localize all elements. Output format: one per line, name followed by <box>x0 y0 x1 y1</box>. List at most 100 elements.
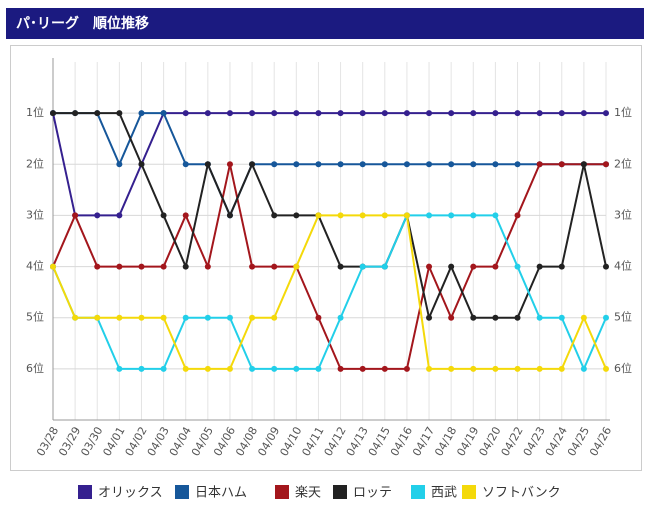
point <box>426 110 433 117</box>
point <box>603 314 609 321</box>
point <box>204 365 211 372</box>
point <box>249 263 256 270</box>
point <box>426 161 433 168</box>
point <box>514 161 521 168</box>
point <box>315 110 322 117</box>
point <box>536 110 543 117</box>
point <box>72 314 79 321</box>
point <box>271 110 278 117</box>
point <box>138 314 145 321</box>
point <box>470 161 477 168</box>
point <box>182 263 189 270</box>
point <box>470 212 477 219</box>
x-tick-label: 04/26 <box>587 425 614 459</box>
point <box>50 263 56 270</box>
point <box>249 365 256 372</box>
point <box>337 314 344 321</box>
point <box>116 161 123 168</box>
point <box>271 365 278 372</box>
point <box>249 161 256 168</box>
legend-label: 楽天 <box>295 485 321 501</box>
point <box>182 161 189 168</box>
point <box>426 314 433 321</box>
y-tick-label-right: 4位 <box>614 259 632 273</box>
series-line <box>53 112 606 218</box>
point <box>182 110 189 117</box>
point <box>580 110 587 117</box>
point <box>315 314 322 321</box>
point <box>448 110 455 117</box>
legend-label: ソフトバンク <box>482 486 561 501</box>
y-tick-label-right: 3位 <box>614 207 632 221</box>
point <box>359 110 366 117</box>
point <box>381 161 388 168</box>
point <box>204 314 211 321</box>
point <box>426 212 433 219</box>
point <box>138 110 145 117</box>
point <box>138 161 145 168</box>
point <box>381 110 388 117</box>
point <box>160 110 167 117</box>
point <box>138 365 145 372</box>
y-tick-label: 6位 <box>26 361 44 375</box>
point <box>470 263 477 270</box>
point <box>514 263 521 270</box>
point <box>403 110 410 117</box>
point <box>603 263 609 270</box>
point <box>514 212 521 219</box>
point <box>138 263 145 270</box>
point <box>603 110 609 117</box>
point <box>204 110 211 117</box>
point <box>315 365 322 372</box>
point <box>94 110 101 117</box>
title-bar <box>6 8 644 39</box>
y-tick-label-right: 2位 <box>614 156 632 170</box>
legend-swatch <box>275 485 289 499</box>
point <box>94 212 101 219</box>
point <box>359 212 366 219</box>
y-tick-label: 2位 <box>26 156 44 170</box>
point <box>337 365 344 372</box>
point <box>226 365 233 372</box>
point <box>359 161 366 168</box>
point <box>116 263 123 270</box>
point <box>116 314 123 321</box>
point <box>337 263 344 270</box>
point <box>315 212 322 219</box>
legend-swatch <box>175 485 189 499</box>
point <box>536 314 543 321</box>
point <box>403 212 410 219</box>
point <box>226 314 233 321</box>
point <box>94 314 101 321</box>
y-tick-label: 1位 <box>26 105 44 119</box>
point <box>514 314 521 321</box>
point <box>381 365 388 372</box>
series-line <box>52 112 606 217</box>
point <box>603 365 609 372</box>
point <box>514 110 521 117</box>
point <box>558 365 565 372</box>
point <box>492 314 499 321</box>
point <box>580 161 587 168</box>
point <box>204 161 211 168</box>
point <box>470 314 477 321</box>
point <box>448 314 455 321</box>
point <box>116 365 123 372</box>
legend-label: オリックス <box>98 486 163 501</box>
point <box>492 365 499 372</box>
point <box>226 212 233 219</box>
series-line <box>52 214 607 370</box>
point <box>514 365 521 372</box>
point <box>116 212 123 219</box>
legend-swatch <box>411 485 425 499</box>
point <box>492 212 499 219</box>
point <box>315 161 322 168</box>
point <box>448 212 455 219</box>
point <box>603 161 609 168</box>
series-line <box>53 112 607 321</box>
point <box>271 161 278 168</box>
point <box>492 161 499 168</box>
point <box>558 263 565 270</box>
point <box>160 263 167 270</box>
